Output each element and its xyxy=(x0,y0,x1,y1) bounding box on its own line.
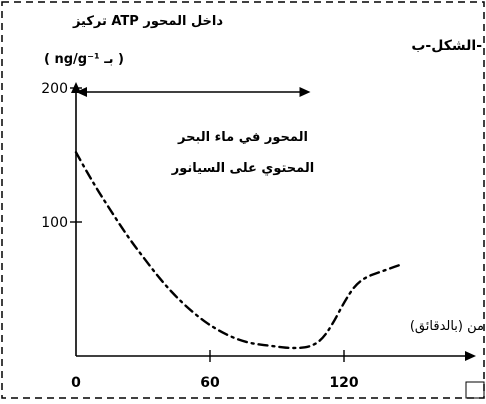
y-tick-label: 200 xyxy=(41,81,68,97)
annotation-line-2: المحتوي على السيانور xyxy=(171,161,314,176)
annotation-arrowhead-right xyxy=(299,87,311,97)
chart-title: الشكل-ب- xyxy=(411,38,482,54)
x-tick-label: 120 xyxy=(329,375,358,391)
series-group xyxy=(74,151,402,350)
y-axis-unit: ( ng/g⁻¹ بـ ) xyxy=(44,52,124,67)
annotation-arrowhead-left xyxy=(76,87,87,97)
x-tick-label: 60 xyxy=(200,375,220,391)
corner-box xyxy=(465,381,485,399)
x-tick-label: 0 xyxy=(71,375,81,391)
x-axis-label: من (بالدقائق) xyxy=(410,319,484,334)
axes: 0 60 120 100 200 xyxy=(41,81,476,391)
series-line xyxy=(74,151,402,350)
x-axis-arrowhead xyxy=(465,351,476,361)
annotation-line-1: المحور في ماء البحر xyxy=(177,130,308,145)
y-tick-label: 100 xyxy=(41,215,68,231)
y-axis-label: تركيز ATP داخل المحور xyxy=(72,14,223,29)
